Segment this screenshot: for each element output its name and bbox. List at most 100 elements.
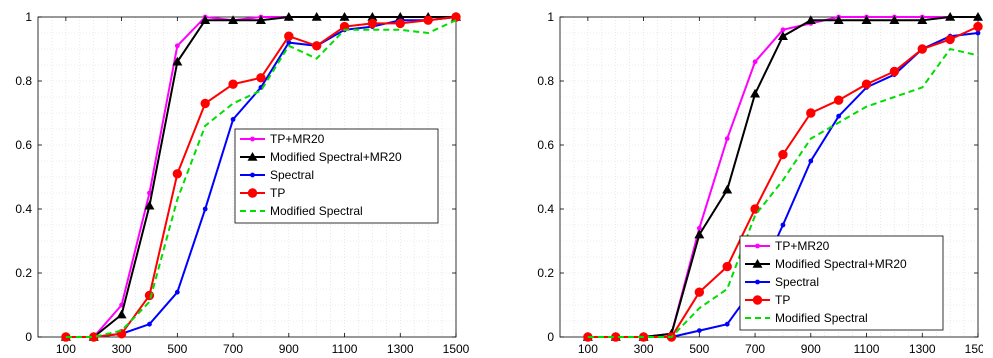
legend-item: TP+MR20: [240, 132, 325, 146]
data-point: [917, 44, 927, 54]
data-point: [283, 12, 294, 21]
y-tick-label: 0.2: [15, 266, 32, 280]
data-point: [861, 15, 872, 24]
legend-label: Modified Spectral+MR20: [270, 150, 402, 164]
x-tick-label: 700: [223, 342, 243, 356]
legend-box: [234, 128, 439, 224]
data-point: [116, 309, 127, 319]
data-point: [780, 222, 786, 228]
data-point: [172, 169, 183, 179]
data-point: [696, 328, 702, 333]
legend-item: Modified Spectral: [240, 204, 363, 218]
data-point: [247, 188, 258, 198]
data-point: [230, 117, 236, 122]
data-point: [256, 73, 266, 83]
data-point: [395, 18, 405, 29]
data-point: [250, 172, 255, 178]
data-point: [228, 15, 239, 24]
legend-item: Spectral: [240, 168, 314, 182]
y-tick-label: 0.6: [537, 138, 554, 152]
data-point: [805, 15, 816, 24]
data-point: [200, 98, 210, 109]
data-point: [889, 15, 900, 24]
legend-box: [739, 235, 944, 331]
y-tick-label: 0: [547, 330, 554, 344]
legend-label: Spectral: [775, 275, 819, 289]
data-point: [311, 12, 322, 21]
data-point: [750, 88, 761, 98]
series-modified-spectral: [587, 47, 979, 338]
data-point: [451, 12, 461, 22]
x-tick-label: 100: [578, 342, 598, 356]
data-point: [286, 40, 292, 45]
data-point: [144, 290, 155, 301]
data-point: [833, 95, 844, 105]
data-point: [395, 12, 406, 21]
data-point: [833, 15, 844, 24]
x-tick-label: 1500: [965, 342, 983, 356]
grid: [560, 17, 978, 337]
x-tick-label: 500: [689, 342, 709, 356]
x-tick-label: 1100: [332, 342, 358, 356]
x-tick-label: 900: [801, 342, 821, 356]
data-point: [973, 21, 983, 32]
data-point: [722, 261, 732, 272]
data-point: [367, 18, 378, 29]
data-point: [202, 206, 208, 212]
data-point: [147, 321, 152, 327]
x-tick-label: 700: [745, 342, 765, 356]
data-point: [247, 152, 258, 161]
legend-item: Spectral: [745, 275, 819, 289]
data-point: [808, 158, 814, 164]
data-point: [889, 66, 900, 77]
data-point: [780, 27, 786, 33]
data-point: [250, 136, 255, 142]
legend-label: Modified Spectral: [775, 311, 868, 325]
y-tick-label: 1: [25, 10, 32, 24]
data-point: [255, 15, 266, 24]
data-point: [806, 108, 816, 118]
y-tick-label: 1: [547, 10, 554, 24]
data-point: [752, 259, 763, 268]
x-tick-label: 100: [56, 342, 76, 356]
data-point: [752, 295, 763, 305]
data-point: [172, 56, 183, 66]
data-point: [694, 287, 705, 297]
data-point: [752, 59, 758, 65]
x-tick-label: 500: [167, 342, 187, 356]
data-point: [945, 34, 955, 45]
data-point: [311, 41, 322, 51]
x-tick-label: 1100: [854, 342, 880, 356]
data-point: [917, 15, 928, 24]
data-point: [367, 12, 378, 21]
data-point: [973, 12, 983, 21]
legend-label: Spectral: [270, 168, 314, 182]
data-point: [174, 43, 180, 49]
data-point: [778, 149, 788, 160]
data-point: [836, 113, 842, 119]
y-tick-label: 0.6: [15, 138, 32, 152]
legend: TP+MR20 Modified Spectral+MR20 Spectral TP M…: [234, 128, 439, 224]
legend-label: TP: [775, 293, 790, 307]
data-point: [284, 31, 294, 41]
y-tick-label: 0.8: [15, 74, 32, 88]
data-point: [861, 79, 872, 89]
legend-item: Modified Spectral+MR20: [745, 257, 907, 271]
legend: TP+MR20 Modified Spectral+MR20 Spectral TP M…: [739, 235, 944, 331]
legend-label: TP+MR20: [270, 132, 325, 146]
x-tick-label: 1300: [909, 342, 936, 356]
x-tick-label: 1500: [443, 342, 470, 356]
data-point: [696, 225, 702, 231]
y-tick-label: 0.4: [537, 202, 554, 216]
legend-item: TP+MR20: [745, 239, 830, 253]
series-tp: [61, 12, 461, 342]
legend-label: TP: [270, 186, 285, 200]
data-point: [200, 15, 211, 24]
data-point: [174, 289, 180, 295]
data-point: [755, 279, 760, 285]
data-point: [339, 12, 350, 21]
x-tick-label: 900: [279, 342, 299, 356]
legend-item: Modified Spectral+MR20: [240, 150, 402, 164]
data-point: [228, 79, 238, 89]
